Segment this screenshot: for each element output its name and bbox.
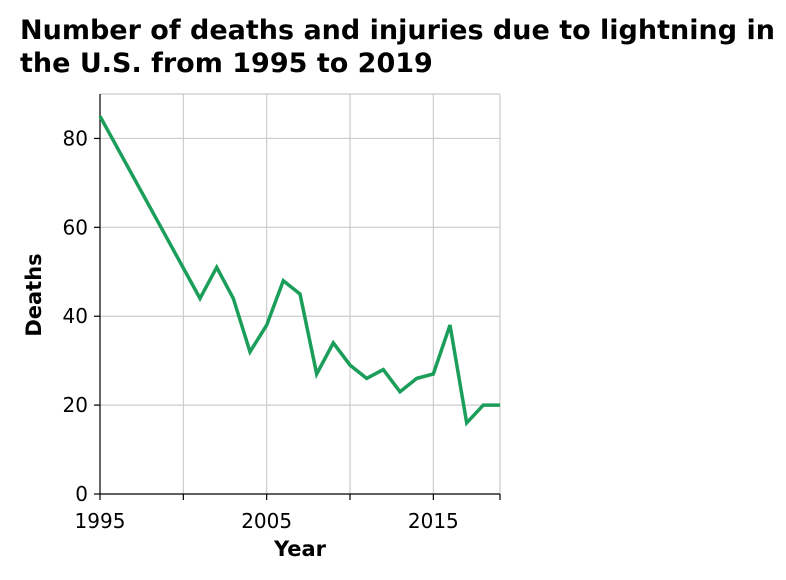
data-point bbox=[265, 324, 268, 327]
data-point bbox=[332, 341, 335, 344]
series-line bbox=[98, 115, 500, 427]
y-tick-label: 20 bbox=[63, 393, 88, 417]
data-point bbox=[382, 368, 385, 371]
data-point bbox=[349, 364, 352, 367]
data-point bbox=[365, 377, 368, 380]
data-point bbox=[249, 350, 252, 353]
data-point bbox=[315, 373, 318, 376]
x-ticks: 1995 2005 2015 bbox=[75, 494, 501, 533]
data-point bbox=[232, 297, 235, 300]
y-ticks: 0 20 40 60 80 bbox=[63, 126, 100, 506]
data-point bbox=[499, 404, 502, 407]
data-point bbox=[215, 266, 218, 269]
y-tick-label: 60 bbox=[63, 215, 88, 239]
data-point bbox=[282, 279, 285, 282]
data-point bbox=[99, 115, 102, 118]
data-point bbox=[299, 293, 302, 296]
data-point bbox=[432, 373, 435, 376]
y-tick-label: 40 bbox=[63, 304, 88, 328]
data-point bbox=[465, 421, 468, 424]
y-axis-label: Deaths bbox=[22, 253, 46, 336]
grid bbox=[100, 93, 501, 494]
data-point bbox=[415, 377, 418, 380]
chart-title: Number of deaths and injuries due to lig… bbox=[20, 15, 775, 79]
y-tick-label: 0 bbox=[75, 482, 88, 506]
data-point bbox=[199, 297, 202, 300]
x-axis-label: Year bbox=[273, 537, 327, 561]
series-group bbox=[98, 115, 502, 427]
data-point bbox=[449, 324, 452, 327]
x-tick-label: 2005 bbox=[241, 509, 292, 533]
y-tick-label: 80 bbox=[63, 126, 88, 150]
data-point bbox=[482, 404, 485, 407]
data-point bbox=[399, 390, 402, 393]
x-tick-label: 1995 bbox=[75, 509, 126, 533]
x-tick-label: 2015 bbox=[408, 509, 459, 533]
